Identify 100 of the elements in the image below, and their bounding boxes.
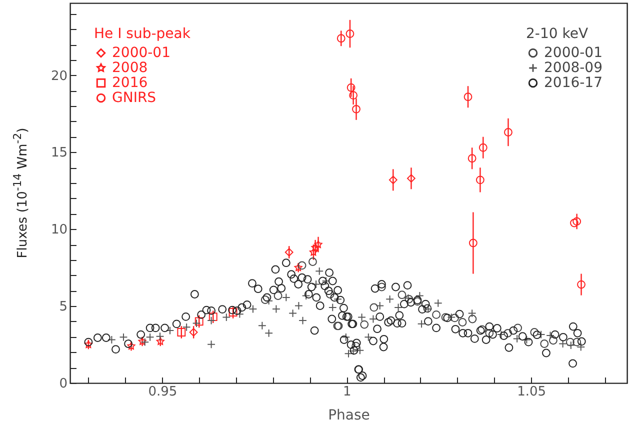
point (260, 296, 270, 304)
point (140, 338, 150, 346)
point (258, 321, 266, 330)
point (572, 338, 582, 346)
point (434, 298, 442, 308)
point (478, 143, 488, 152)
point (127, 342, 136, 350)
point (558, 340, 568, 348)
point (364, 332, 373, 342)
point (356, 346, 364, 355)
point (570, 218, 578, 228)
point (546, 331, 554, 340)
x-tick-label: 1.05 (517, 384, 546, 400)
legend-label: 2016 (112, 75, 148, 91)
legend-label: 2000-01 (544, 45, 602, 61)
point (386, 294, 394, 304)
legend-label: 2000-01 (112, 45, 170, 61)
point (264, 328, 274, 338)
point (522, 336, 531, 344)
point (536, 330, 546, 339)
point (464, 92, 472, 102)
point (476, 176, 484, 184)
point (370, 303, 378, 312)
point (177, 328, 186, 336)
point (530, 328, 539, 336)
point (146, 332, 154, 342)
point (349, 91, 358, 100)
point (450, 314, 459, 322)
point (572, 217, 582, 226)
point (358, 313, 366, 322)
y-tick-label: 15 (50, 146, 68, 161)
legend-label: GNIRS (112, 90, 156, 106)
point (166, 326, 174, 335)
point (84, 340, 92, 348)
point (298, 316, 307, 325)
point (514, 324, 522, 332)
y-tick-label: 0 (59, 376, 68, 392)
point (352, 342, 360, 350)
point (272, 304, 280, 314)
point (360, 320, 369, 329)
point (192, 319, 201, 328)
point (468, 238, 478, 248)
point (156, 332, 164, 341)
point (222, 313, 231, 322)
point (566, 341, 576, 350)
point (248, 304, 258, 314)
point (417, 320, 426, 328)
text: 2-10 keV (526, 26, 588, 42)
point (315, 266, 324, 276)
point (377, 282, 386, 292)
point (342, 332, 350, 342)
point (549, 336, 558, 345)
point (447, 313, 456, 322)
point (398, 290, 406, 300)
point (208, 312, 218, 322)
point (415, 292, 424, 300)
point (468, 154, 476, 163)
point (485, 328, 494, 338)
point (468, 314, 477, 324)
point (407, 174, 416, 183)
point (458, 318, 467, 326)
point (468, 309, 476, 318)
y-tick-label: 5 (59, 300, 68, 315)
point (274, 292, 282, 300)
point (207, 340, 216, 349)
point (346, 30, 354, 38)
legend-label: 2016-17 (544, 75, 602, 91)
point (504, 328, 512, 338)
point (189, 328, 198, 336)
point (302, 292, 310, 300)
point (235, 310, 244, 318)
point (388, 176, 398, 184)
point (207, 316, 216, 325)
point (394, 303, 403, 312)
point (566, 338, 574, 346)
x-tick-label: 1 (343, 384, 352, 400)
point (119, 332, 128, 342)
point (336, 34, 346, 43)
point (328, 303, 337, 312)
point (352, 104, 360, 114)
point (294, 263, 302, 272)
x-tick-label: 0.95 (148, 384, 178, 400)
point (282, 293, 290, 302)
point (344, 349, 353, 358)
point (107, 336, 116, 344)
point (298, 261, 306, 270)
point (228, 308, 238, 316)
point (288, 309, 298, 318)
x-axis-title: Phase (328, 408, 370, 424)
point (540, 340, 549, 348)
point (512, 334, 522, 343)
point (504, 128, 512, 136)
point (376, 302, 384, 310)
point (314, 240, 322, 248)
point (577, 280, 586, 289)
point (182, 322, 191, 332)
point (326, 290, 334, 298)
point (432, 310, 440, 319)
legend-label: 2008 (112, 60, 148, 76)
point (138, 337, 146, 345)
